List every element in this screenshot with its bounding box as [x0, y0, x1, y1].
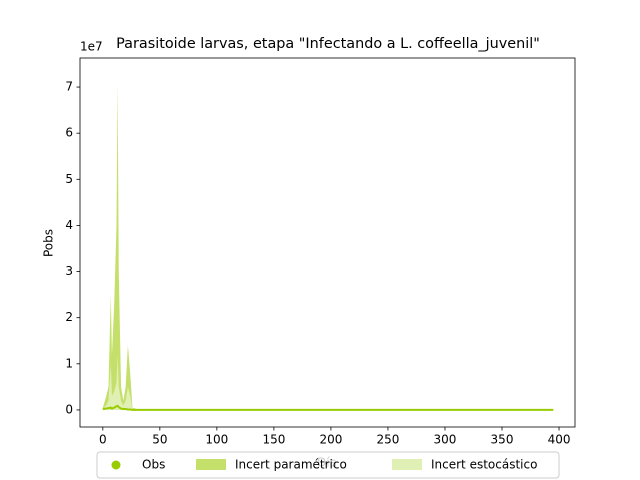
x-tick-label: 400: [548, 433, 571, 447]
x-tick-label: 250: [376, 433, 399, 447]
y-tick-label: 3: [65, 264, 73, 278]
x-tick-label: 300: [434, 433, 457, 447]
y-offset-label: 1e7: [80, 40, 103, 54]
legend-box: [96, 451, 560, 479]
legend-swatch: [196, 459, 226, 470]
y-axis-label: Pobs: [42, 229, 56, 257]
x-tick-label: 350: [491, 433, 514, 447]
y-tick-label: 1: [65, 356, 73, 370]
legend-label: Incert paramétrico: [235, 458, 347, 472]
obs-line: [102, 404, 554, 411]
legend-label: Incert estocástico: [431, 458, 537, 472]
x-tick-label: 0: [99, 433, 107, 447]
y-tick-label: 4: [65, 218, 73, 232]
legend-label: Obs: [142, 458, 165, 472]
y-tick-label: 7: [65, 80, 73, 94]
legend-marker: [111, 460, 121, 470]
y-tick-label: 5: [65, 172, 73, 186]
plot-frame: [79, 57, 576, 428]
x-tick-label: 200: [319, 433, 342, 447]
legend-swatch: [392, 459, 422, 470]
chart-title: Parasitoide larvas, etapa "Infectando a …: [116, 36, 540, 52]
y-tick-label: 6: [65, 126, 73, 140]
x-tick-label: 50: [152, 433, 167, 447]
y-tick-label: 0: [65, 402, 73, 416]
x-tick-label: 100: [205, 433, 228, 447]
y-tick-label: 2: [65, 310, 73, 324]
x-tick-label: 150: [262, 433, 285, 447]
